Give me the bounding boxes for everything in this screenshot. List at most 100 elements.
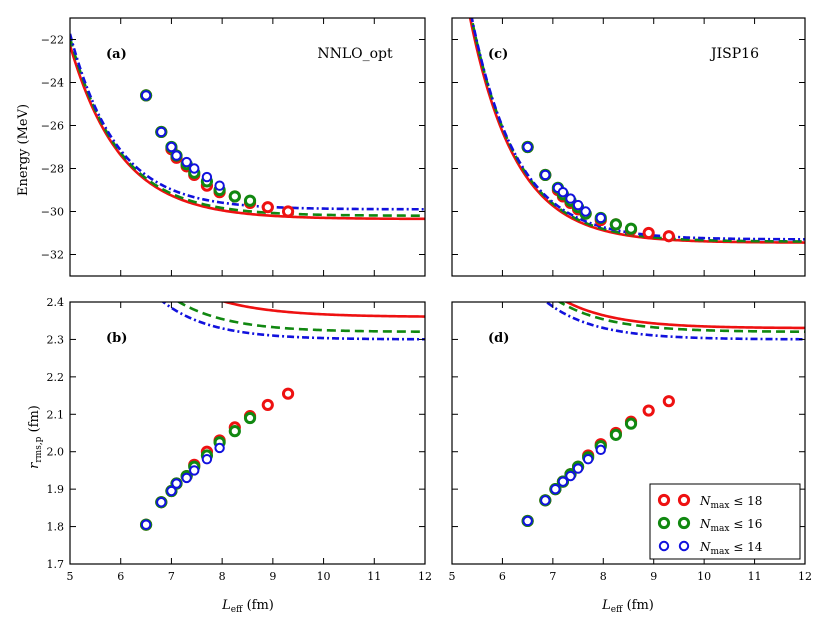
panel-a-point-n16 xyxy=(243,194,257,207)
radius-ylabel-unit: (fm) xyxy=(27,405,42,436)
panel-b-curve-n18 xyxy=(220,302,425,318)
panel-d-point-n14 xyxy=(557,476,569,487)
panel-c-point-n14 xyxy=(595,212,606,224)
panel-a-ytick-label: −30 xyxy=(41,206,64,219)
xlabel-right-main: L xyxy=(601,598,611,613)
panel-d-point-n18 xyxy=(662,395,675,408)
panel-b-point-n14 xyxy=(140,519,152,530)
panel-b-plot-area xyxy=(139,302,425,531)
panel-c-point-n14 xyxy=(540,169,551,181)
panel-d-xtick-label: 10 xyxy=(697,570,711,583)
panel-b-point-n14 xyxy=(181,472,192,484)
panel-b-xtick-label: 11 xyxy=(367,570,381,583)
panel-d-xtick-label: 5 xyxy=(449,570,456,583)
panel-b-frame xyxy=(69,301,426,565)
xlabel-right-sub: eff xyxy=(611,605,623,615)
panel-c-point-n18 xyxy=(662,230,675,243)
panel-a-point-n14 xyxy=(166,141,177,153)
panel-d-point-n16 xyxy=(624,417,638,430)
legend-label-n16: Nmax ≤ 16 xyxy=(699,517,762,534)
panel-d-point-n14 xyxy=(582,454,594,465)
legend-box xyxy=(649,483,801,560)
panel-a-name: NNLO_opt xyxy=(317,46,393,62)
panel-d-point-n14 xyxy=(565,470,576,482)
panel-a-plot-area xyxy=(70,33,425,221)
panel-a-point-n14 xyxy=(171,150,182,161)
panel-c-plot-area xyxy=(468,18,805,244)
panel-d-point-n14 xyxy=(550,483,561,495)
panel-a-curve-n16 xyxy=(70,37,425,217)
panel-b-ytick-label: 2.0 xyxy=(47,446,65,459)
panel-a: −32 −30 −28 −26 −24 −22 (a) NNLO_opt xyxy=(41,17,426,277)
panel-b-tag: (b) xyxy=(106,331,127,346)
panel-a-point-n14 xyxy=(189,163,200,174)
panel-d-xtick-label: 11 xyxy=(748,570,762,583)
panel-a-point-n14 xyxy=(201,171,213,183)
panel-b-xtick-label: 8 xyxy=(219,570,226,583)
panel-b-point-n14 xyxy=(171,478,182,489)
panel-a-point-n18 xyxy=(281,205,295,218)
panel-b-xtick-label: 9 xyxy=(269,570,276,583)
panel-a-ytick-label: −32 xyxy=(41,249,64,262)
radius-ylabel: rrms,p (fm) xyxy=(27,405,44,469)
panel-d-plot-area xyxy=(521,302,805,528)
xlabel-right: Leff (fm) xyxy=(601,598,654,615)
panel-c-point-n14 xyxy=(522,141,533,153)
panel-d-xtick-label: 8 xyxy=(600,570,607,583)
panel-a-ytick-label: −24 xyxy=(41,77,64,90)
panel-c-name: JISP16 xyxy=(709,46,759,62)
panel-b-point-n14 xyxy=(201,454,213,465)
panel-b-curve-n14 xyxy=(161,302,425,341)
energy-ylabel: Energy (MeV) xyxy=(16,104,31,196)
legend-marker-n16 xyxy=(677,516,691,530)
panel-b-ytick-label: 1.8 xyxy=(47,521,65,534)
panel-a-frame xyxy=(69,17,426,277)
panel-d-point-n14 xyxy=(595,444,606,456)
panel-b-xtick-label: 5 xyxy=(67,570,74,583)
legend-label-n18: Nmax ≤ 18 xyxy=(699,494,762,511)
panel-b: 5 6 7 8 9 10 11 12 1.7 1.8 1.9 2.0 2.1 2.2 2.3 2.4 (b) xyxy=(47,296,433,583)
xlabel-left: Leff (fm) xyxy=(221,598,274,615)
xlabel-left-sub: eff xyxy=(231,605,243,615)
panel-b-xtick-label: 12 xyxy=(418,570,432,583)
panel-d-xtick-label: 6 xyxy=(499,570,506,583)
panel-c: (c) JISP16 xyxy=(451,17,806,277)
panel-d-tag: (d) xyxy=(488,331,509,346)
panel-c-point-n16 xyxy=(624,222,638,235)
panel-b-point-n18 xyxy=(261,398,274,412)
panel-c-point-n16 xyxy=(609,218,622,231)
legend-marker-n18 xyxy=(657,493,671,507)
panel-a-ytick-label: −26 xyxy=(41,120,64,133)
panel-c-point-n14 xyxy=(565,193,576,204)
panel-a-point-n14 xyxy=(181,156,192,168)
panel-d-curve-n18 xyxy=(564,302,805,330)
panel-b-ytick-label: 1.9 xyxy=(47,483,65,496)
panel-d-xtick-label: 12 xyxy=(798,570,812,583)
panel-a-point-n16 xyxy=(228,190,241,203)
panel-d-curve-n16 xyxy=(557,302,805,334)
panel-d-point-n18 xyxy=(642,404,655,417)
panel-b-ytick-label: 2.2 xyxy=(47,371,65,384)
legend-marker-n14 xyxy=(658,540,670,552)
panel-b-point-n14 xyxy=(214,442,225,454)
panel-d-frame xyxy=(451,301,806,565)
panel-c-tag: (c) xyxy=(488,47,508,62)
panel-d-xtick-label: 7 xyxy=(549,570,556,583)
panel-a-point-n14 xyxy=(156,126,167,138)
panel-c-point-n14 xyxy=(580,206,591,217)
panel-d-curve-n14 xyxy=(544,302,805,341)
panel-d-point-n14 xyxy=(540,495,551,506)
panel-b-xtick-label: 7 xyxy=(168,570,175,583)
panel-c-curve-n16 xyxy=(470,18,805,243)
legend-marker-n18 xyxy=(677,493,691,507)
legend-label-n14: Nmax ≤ 14 xyxy=(699,540,763,557)
panel-c-curve-n14 xyxy=(470,18,805,241)
panel-b-point-n14 xyxy=(156,497,167,508)
panel-c-point-n18 xyxy=(642,226,655,240)
panel-c-point-n14 xyxy=(572,199,584,211)
panel-a-ytick-label: −22 xyxy=(41,34,64,47)
panel-a-curve-n18 xyxy=(70,44,425,221)
panel-a-point-n18 xyxy=(261,201,274,214)
panel-b-point-n14 xyxy=(166,485,177,497)
panel-b-point-n18 xyxy=(281,387,295,400)
